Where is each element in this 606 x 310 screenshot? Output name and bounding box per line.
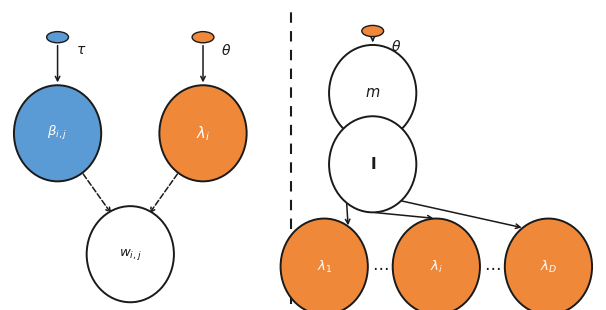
Text: $\cdots$: $\cdots$: [372, 258, 389, 276]
Ellipse shape: [159, 85, 247, 181]
Ellipse shape: [281, 219, 368, 310]
Text: $\lambda_D$: $\lambda_D$: [540, 259, 557, 275]
Ellipse shape: [393, 219, 480, 310]
Text: $\theta$: $\theta$: [391, 39, 401, 54]
Text: $\tau$: $\tau$: [76, 43, 86, 57]
Text: $\lambda_i$: $\lambda_i$: [430, 259, 443, 275]
Text: $m$: $m$: [365, 86, 381, 100]
Text: $\cdots$: $\cdots$: [484, 258, 501, 276]
Text: $\theta$: $\theta$: [221, 43, 231, 58]
Ellipse shape: [505, 219, 592, 310]
Text: $\lambda_i$: $\lambda_i$: [196, 124, 210, 143]
Ellipse shape: [87, 206, 174, 302]
Circle shape: [192, 32, 214, 43]
Ellipse shape: [329, 45, 416, 141]
Ellipse shape: [329, 116, 416, 212]
Circle shape: [47, 32, 68, 43]
Ellipse shape: [14, 85, 101, 181]
Text: $w_{i,j}$: $w_{i,j}$: [119, 247, 142, 262]
Text: $\lambda_1$: $\lambda_1$: [316, 259, 332, 275]
Circle shape: [362, 25, 384, 37]
Text: $\mathbf{I}$: $\mathbf{I}$: [370, 156, 376, 172]
Text: $\beta_{i,j}$: $\beta_{i,j}$: [47, 124, 68, 142]
